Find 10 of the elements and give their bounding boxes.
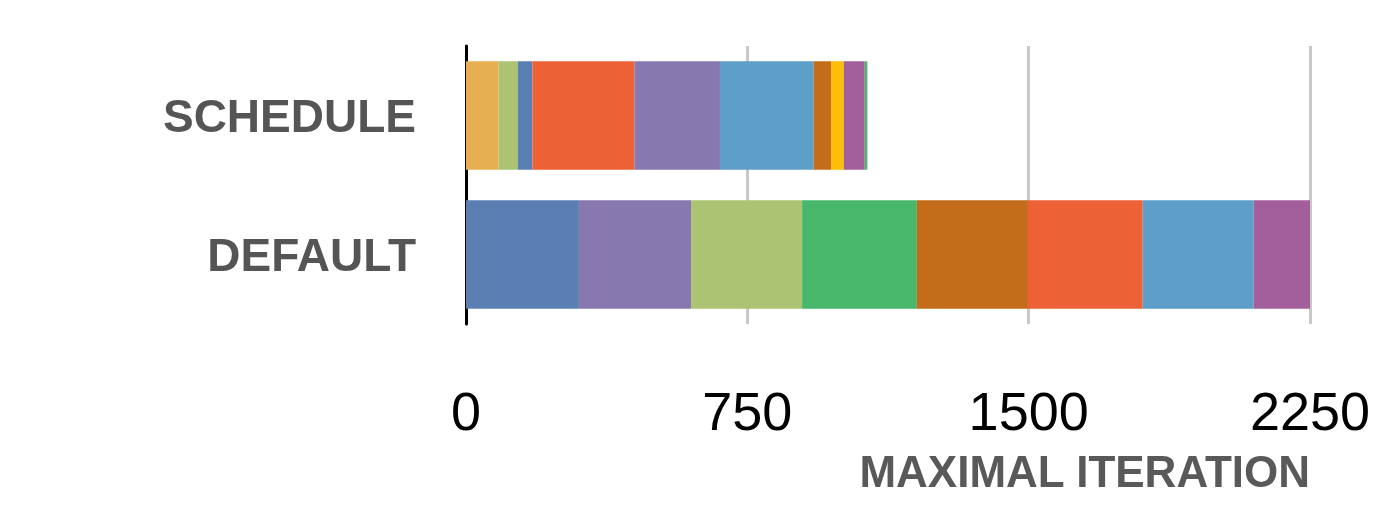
y-tick-label: SCHEDULE	[162, 89, 416, 142]
bar	[843, 61, 865, 170]
x-tick-label: 1500	[968, 381, 1089, 441]
x-tick-label: 0	[450, 381, 482, 441]
x-tick-label: 2250	[1249, 381, 1371, 441]
y-tick-label: DEFAULT	[207, 228, 416, 281]
bar	[466, 61, 499, 170]
bar	[830, 61, 844, 170]
x-tick-label: 750	[702, 381, 793, 441]
x-axis-title: MAXIMAL ITERATION	[859, 446, 1310, 496]
